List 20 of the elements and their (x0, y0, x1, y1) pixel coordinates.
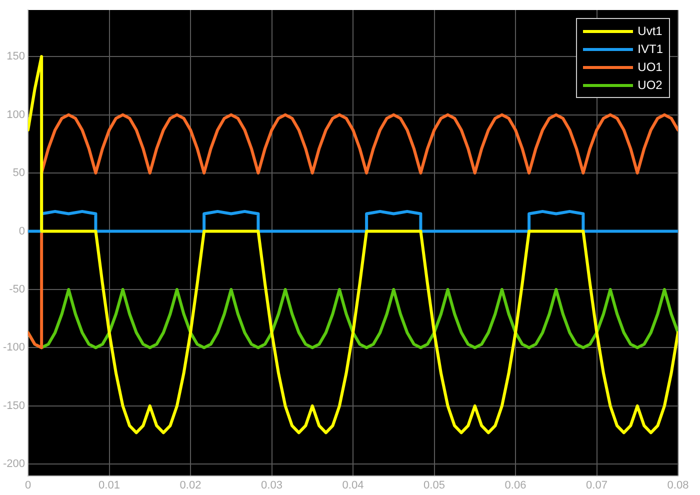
legend-label: Uvt1 (638, 24, 662, 38)
y-tick-label: 50 (12, 167, 26, 180)
x-tick-label: 0.06 (504, 479, 526, 492)
x-tick-label: 0.05 (424, 479, 445, 492)
y-tick-label: 100 (6, 108, 26, 121)
y-tick-label: -50 (9, 284, 26, 296)
x-tick-label: 0.07 (586, 479, 608, 492)
x-tick-label: 0.01 (98, 479, 120, 492)
x-tick-label: 0.04 (342, 479, 364, 492)
x-tick-label: 0.03 (261, 479, 282, 492)
legend-label: UO2 (638, 78, 662, 92)
x-tick-label: 0.08 (667, 479, 689, 492)
y-tick-label: -200 (2, 458, 26, 470)
x-tick-label: 0.02 (180, 479, 202, 492)
y-tick-label: -150 (2, 400, 26, 412)
legend-label: IVT1 (638, 42, 663, 56)
y-tick-label: 150 (6, 50, 26, 63)
y-tick-label: 0 (18, 225, 26, 238)
legend-label: UO1 (638, 60, 662, 74)
y-tick-label: -100 (2, 342, 26, 354)
